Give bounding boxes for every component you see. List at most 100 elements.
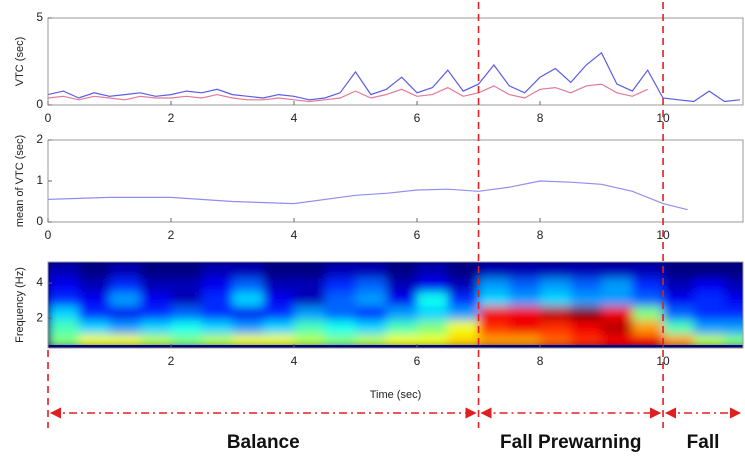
- x-tick-label: 8: [537, 354, 544, 368]
- heat-cell: [48, 319, 80, 335]
- heat-cell: [632, 291, 664, 307]
- heat-cell: [447, 263, 480, 279]
- heat-cell: [140, 305, 172, 321]
- heat-cell: [478, 277, 510, 293]
- heat-cell: [386, 277, 418, 293]
- heat-cell: [447, 333, 480, 348]
- heat-cell: [509, 291, 541, 307]
- heat-cell: [324, 333, 357, 348]
- y-axis-label: Frequency (Hz): [14, 267, 26, 343]
- heat-cell: [109, 277, 141, 293]
- heat-cell: [632, 277, 664, 293]
- heat-cell: [232, 263, 264, 279]
- heat-cell: [570, 277, 603, 293]
- x-tick-label: 0: [45, 228, 52, 242]
- heat-cell: [78, 305, 111, 321]
- x-tick-label: 6: [414, 111, 421, 125]
- heat-cell: [724, 263, 743, 279]
- x-tick-label: 2: [168, 228, 175, 242]
- heat-cell: [478, 319, 510, 335]
- heat-cell: [386, 263, 418, 279]
- heat-cell: [601, 291, 633, 307]
- heat-cell: [109, 291, 141, 307]
- heat-cell: [447, 319, 480, 335]
- heat-cell: [447, 305, 480, 321]
- heat-cell: [693, 263, 726, 279]
- heat-cell: [417, 263, 449, 279]
- heat-cell: [663, 291, 695, 307]
- heat-cell: [78, 263, 111, 279]
- heat-cell: [324, 263, 357, 279]
- heat-cell: [663, 263, 695, 279]
- heat-cell: [48, 263, 80, 279]
- plot-area: [48, 262, 743, 348]
- heat-cell: [570, 319, 603, 335]
- heat-cell: [171, 263, 203, 279]
- y-tick-label: 5: [36, 10, 43, 24]
- axes-frame: [47, 261, 744, 349]
- series-line: [48, 180, 688, 211]
- heat-cell: [201, 305, 234, 321]
- series-line: [48, 83, 648, 103]
- heat-cell: [509, 305, 541, 321]
- heat-cell: [663, 277, 695, 293]
- heatmap-floor: [48, 345, 743, 348]
- heat-cell: [171, 319, 203, 335]
- heat-cell: [355, 333, 387, 348]
- segment-label: Balance: [227, 432, 300, 453]
- heat-cell: [632, 333, 664, 348]
- heat-cell: [294, 291, 326, 307]
- heat-cell: [724, 305, 743, 321]
- heat-cell: [171, 277, 203, 293]
- heat-cell: [140, 333, 172, 348]
- heat-cell: [417, 333, 449, 348]
- heat-cell: [263, 319, 295, 335]
- heat-cell: [693, 277, 726, 293]
- heat-cell: [540, 333, 572, 348]
- y-tick-label: 4: [36, 275, 43, 289]
- heat-cell: [693, 291, 726, 307]
- x-tick-label: 10: [656, 111, 670, 125]
- heat-cell: [724, 291, 743, 307]
- heat-cell: [540, 291, 572, 307]
- heat-cell: [663, 319, 695, 335]
- heat-cell: [447, 291, 480, 307]
- heat-cell: [324, 319, 357, 335]
- heat-cell: [48, 291, 80, 307]
- heat-cell: [232, 319, 264, 335]
- heat-cell: [263, 277, 295, 293]
- heat-cell: [601, 333, 633, 348]
- heat-cell: [632, 319, 664, 335]
- plot-area: [48, 180, 688, 211]
- heat-cell: [724, 319, 743, 335]
- x-tick-label: 8: [537, 111, 544, 125]
- heat-cell: [263, 291, 295, 307]
- heat-cell: [693, 305, 726, 321]
- series-line: [48, 51, 740, 103]
- heat-cell: [294, 263, 326, 279]
- heat-cell: [294, 305, 326, 321]
- segment-label: Fall Prewarning: [500, 432, 641, 453]
- heat-cell: [171, 291, 203, 307]
- heat-cell: [632, 305, 664, 321]
- segment-label: Fall: [687, 432, 720, 453]
- x-tick-label: 6: [414, 228, 421, 242]
- heat-cell: [724, 277, 743, 293]
- x-tick-label: 4: [291, 354, 298, 368]
- heat-cell: [540, 263, 572, 279]
- heat-cell: [324, 291, 357, 307]
- heat-cell: [355, 319, 387, 335]
- heat-cell: [509, 263, 541, 279]
- plot-area: [48, 51, 740, 103]
- heat-cell: [663, 333, 695, 348]
- heat-cell: [263, 305, 295, 321]
- x-tick-label: 10: [656, 354, 670, 368]
- heat-cell: [417, 319, 449, 335]
- heat-cell: [601, 277, 633, 293]
- heat-cell: [201, 263, 234, 279]
- heat-cell: [355, 305, 387, 321]
- heat-cell: [140, 263, 172, 279]
- heat-cell: [48, 277, 80, 293]
- heat-cell: [478, 291, 510, 307]
